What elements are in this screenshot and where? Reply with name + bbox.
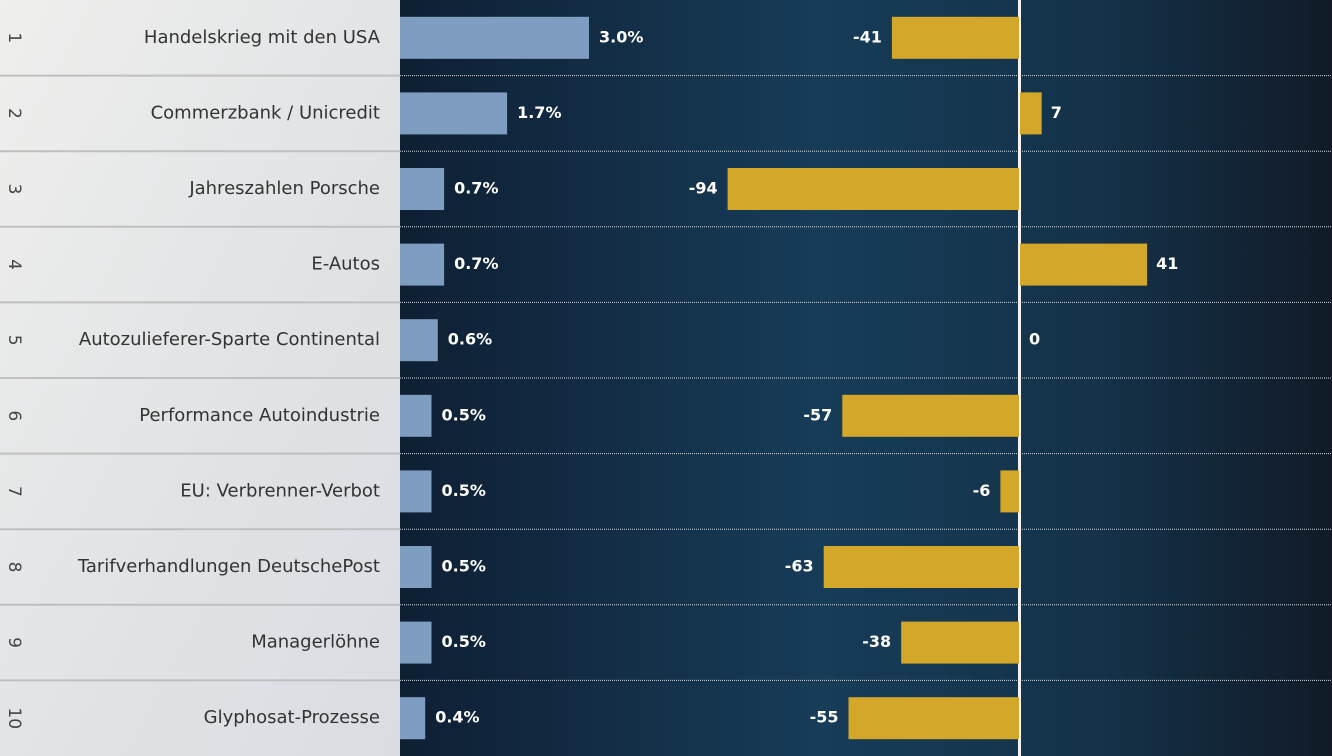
- share-bar: [400, 621, 432, 664]
- category-label: E-Autos: [311, 254, 380, 275]
- sentiment-label: 0: [1029, 330, 1040, 349]
- category-label: Autozulieferer-Sparte Continental: [79, 329, 380, 350]
- category-label: Jahreszahlen Porsche: [188, 178, 380, 199]
- share-label: 3.0%: [599, 27, 643, 46]
- rank: 6: [4, 410, 24, 421]
- sentiment-bar: [727, 168, 1019, 210]
- share-label: 0.7%: [454, 179, 498, 198]
- category-label: EU: Verbrenner-Verbot: [180, 480, 380, 501]
- category-label: Managerlöhne: [251, 632, 380, 653]
- category-label: Performance Autoindustrie: [139, 405, 380, 426]
- share-bar: [400, 394, 432, 437]
- share-label: 1.7%: [517, 103, 561, 122]
- sentiment-bar: [842, 394, 1019, 437]
- sentiment-label: -55: [810, 708, 839, 727]
- share-bar: [400, 168, 445, 210]
- share-bar: [400, 697, 426, 740]
- share-label: 0.6%: [448, 330, 492, 349]
- rank: 2: [4, 108, 24, 119]
- sentiment-bar: [1000, 470, 1019, 513]
- category-label: Handelskrieg mit den USA: [144, 27, 381, 48]
- share-label: 0.5%: [442, 632, 486, 651]
- sentiment-label: -57: [803, 405, 832, 424]
- sentiment-bar: [1020, 243, 1148, 286]
- share-label: 0.5%: [442, 405, 486, 424]
- rank: 7: [4, 486, 24, 497]
- share-bar: [400, 243, 445, 286]
- category-label: Commerzbank / Unicredit: [151, 102, 380, 123]
- share-label: 0.7%: [454, 254, 498, 273]
- category-label: Glyphosat-Prozesse: [204, 707, 380, 728]
- rank: 3: [4, 184, 24, 195]
- sentiment-bar: [901, 621, 1019, 664]
- sentiment-bar: [891, 16, 1019, 59]
- share-bar: [400, 470, 432, 513]
- rank: 5: [4, 335, 24, 346]
- share-bar: [400, 319, 438, 362]
- sentiment-label: -63: [785, 557, 814, 576]
- share-label: 0.5%: [442, 481, 486, 500]
- share-bar: [400, 16, 589, 59]
- sentiment-bar: [848, 697, 1019, 740]
- sentiment-label: -41: [853, 27, 882, 46]
- sentiment-bar: [1020, 92, 1042, 135]
- sentiment-label: 7: [1051, 103, 1062, 122]
- share-label: 0.4%: [435, 708, 479, 727]
- sentiment-label: -94: [689, 179, 718, 198]
- share-bar: [400, 546, 432, 588]
- rank: 9: [4, 637, 24, 648]
- share-label: 0.5%: [442, 557, 486, 576]
- share-bar: [400, 92, 508, 135]
- zero-line: [1018, 0, 1021, 756]
- sentiment-label: -6: [973, 481, 991, 500]
- rank: 8: [4, 562, 24, 573]
- sentiment-bar: [823, 546, 1019, 588]
- sentiment-label: 41: [1156, 254, 1178, 273]
- category-label: Tarifverhandlungen DeutschePost: [77, 556, 380, 577]
- rank: 4: [4, 259, 24, 270]
- sentiment-label: -38: [862, 632, 891, 651]
- rank: 1: [4, 32, 24, 43]
- rank: 10: [4, 707, 24, 729]
